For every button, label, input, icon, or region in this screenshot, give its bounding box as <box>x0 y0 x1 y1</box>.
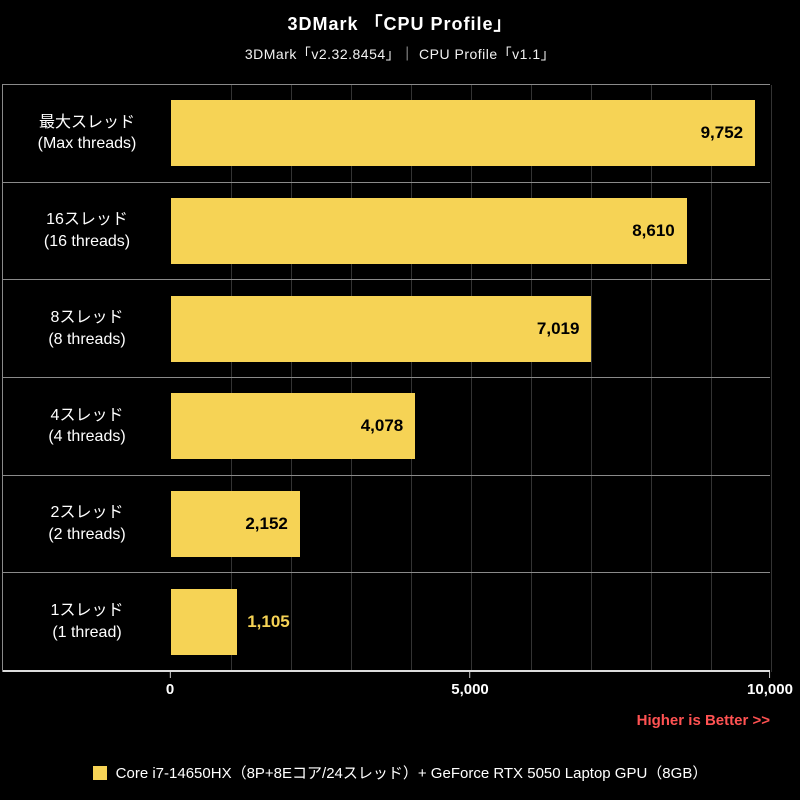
chart-row: 4スレッド (4 threads) 4,078 <box>3 378 770 476</box>
bar-value-label: 8,610 <box>632 221 675 240</box>
category-label-en: (2 threads) <box>48 526 126 544</box>
category-label: 1スレッド (1 thread) <box>3 573 171 670</box>
legend-label: Core i7-14650HX（8P+8Eコア/24スレッド）+ GeForce… <box>115 765 708 782</box>
x-tick-mark <box>469 672 471 678</box>
gridline <box>231 85 232 672</box>
category-label-en: (8 threads) <box>48 330 126 348</box>
chart-subtitle: 3DMark「v2.32.8454」｜ CPU Profile「v1.1」 <box>244 46 556 62</box>
plot-cell: 1,105 <box>171 573 770 670</box>
category-label-jp: 16スレッド <box>46 211 128 229</box>
bar: 7,019 <box>171 295 592 362</box>
x-tick-mark <box>169 672 171 678</box>
legend-swatch <box>92 765 107 780</box>
category-label-jp: 8スレッド <box>50 309 124 327</box>
gridline <box>411 85 412 672</box>
legend: Core i7-14650HX（8P+8Eコア/24スレッド）+ GeForce… <box>0 762 800 783</box>
gridline <box>711 85 712 672</box>
plot-cell: 4,078 <box>171 378 770 475</box>
x-tick-label: 0 <box>165 681 175 698</box>
gridline <box>471 85 472 672</box>
chart-rows: 最大スレッド (Max threads) 9,752 16スレッド (16 thread… <box>3 85 770 673</box>
x-axis: 0 5,000 10,000 <box>166 672 793 704</box>
bar: 8,610 <box>171 198 687 264</box>
gridline <box>531 85 532 672</box>
category-label: 4スレッド (4 threads) <box>3 378 171 475</box>
plot-cell: 2,152 <box>171 476 770 573</box>
bar-value-label: 1,105 <box>247 611 290 631</box>
gridline <box>651 85 652 672</box>
category-label: 8スレッド (8 threads) <box>3 280 171 377</box>
x-tick: 5,000 <box>451 672 489 698</box>
grid-layer <box>171 85 772 672</box>
x-tick-mark <box>769 672 771 678</box>
category-label-jp: 4スレッド <box>50 406 124 424</box>
x-tick-label: 10,000 <box>747 681 793 698</box>
chart-row: 2スレッド (2 threads) 2,152 <box>3 476 770 574</box>
chart-row: 最大スレッド (Max threads) 9,752 <box>3 85 770 183</box>
category-label: 最大スレッド (Max threads) <box>3 85 171 182</box>
x-tick: 0 <box>166 672 174 698</box>
category-label: 16スレッド (16 threads) <box>3 183 171 280</box>
category-label-en: (16 threads) <box>43 233 131 250</box>
chart-row: 16スレッド (16 threads) 8,610 <box>3 183 770 281</box>
gridline <box>291 85 292 672</box>
gridline <box>351 85 352 672</box>
category-label-en: (1 thread) <box>52 623 122 641</box>
category-label-jp: 2スレッド <box>50 504 124 522</box>
bar-value-label: 2,152 <box>245 514 288 534</box>
plot-cell: 9,752 <box>171 85 770 182</box>
bar-chart: 最大スレッド (Max threads) 9,752 16スレッド (16 thread… <box>2 84 772 673</box>
bar-value-label: 4,078 <box>360 416 404 436</box>
category-label: 2スレッド (2 threads) <box>3 476 171 573</box>
bar: 2,152 <box>171 491 300 558</box>
bar: 9,752 <box>171 100 756 167</box>
category-label-en: (4 threads) <box>48 428 126 446</box>
chart-title: 3DMark 「CPU Profile」 <box>287 14 513 34</box>
category-label-jp: 1スレッド <box>50 602 124 620</box>
plot-cell: 7,019 <box>171 280 770 377</box>
plot-cell: 8,610 <box>171 183 770 280</box>
bar-value-label: 9,752 <box>700 123 744 143</box>
category-label-en: (Max threads) <box>37 135 137 153</box>
bar <box>171 588 238 655</box>
chart-row: 8スレッド (8 threads) 7,019 <box>3 280 770 379</box>
bar-value-label: 7,019 <box>536 318 580 338</box>
gridline <box>591 85 592 672</box>
category-label-jp: 最大スレッド <box>38 113 135 131</box>
x-tick-label: 5,000 <box>451 681 489 698</box>
higher-is-better-note: Higher is Better >> <box>636 712 770 729</box>
x-tick: 10,000 <box>747 672 793 698</box>
gridline <box>771 85 772 672</box>
chart-row: 1スレッド (1 thread) 1,105 <box>3 573 770 673</box>
bar: 4,078 <box>171 393 416 460</box>
